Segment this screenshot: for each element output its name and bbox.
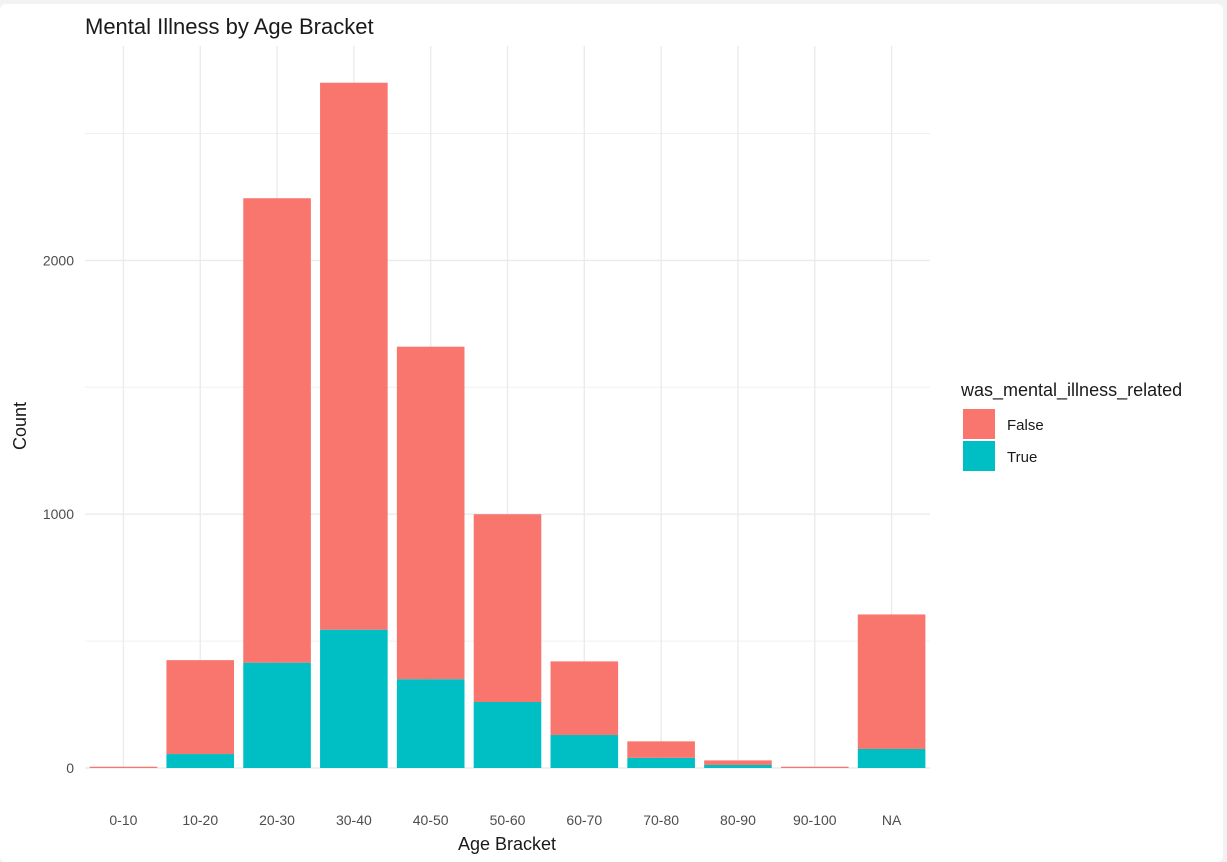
bar-false-40-50	[396, 346, 465, 680]
bar-false-0-10	[89, 766, 158, 768]
x-tick-label: 50-60	[490, 812, 526, 828]
bar-false-10-20	[166, 660, 235, 755]
x-tick-label: 40-50	[413, 812, 449, 828]
legend-title: was_mental_illness_related	[960, 380, 1182, 401]
x-axis-title: Age Bracket	[458, 834, 556, 854]
bar-true-40-50	[396, 679, 465, 768]
bar-true-70-80	[627, 757, 695, 768]
x-tick-label: 10-20	[182, 812, 218, 828]
bar-false-90-100	[780, 766, 849, 768]
bar-true-30-40	[320, 629, 388, 768]
y-tick-label: 0	[66, 760, 74, 776]
x-tick-label: 0-10	[109, 812, 137, 828]
x-tick-label: 70-80	[643, 812, 679, 828]
legend-swatch-false	[963, 409, 995, 439]
bar-false-20-30	[243, 198, 311, 663]
bar-true-NA	[857, 748, 926, 768]
bar-true-80-90	[704, 764, 772, 768]
chart-title: Mental Illness by Age Bracket	[85, 14, 374, 39]
bar-false-70-80	[627, 741, 695, 758]
x-axis-ticks: 0-10 10-20 20-30 30-40 40-50 50-60 60-70 70-80 8…	[109, 812, 902, 828]
x-tick-label: 30-40	[336, 812, 372, 828]
legend-swatch-true	[963, 441, 995, 471]
x-tick-label: 90-100	[793, 812, 837, 828]
bar-false-60-70	[550, 661, 619, 735]
bar-false-30-40	[320, 82, 388, 630]
bar-false-NA	[857, 614, 926, 749]
bar-false-50-60	[473, 514, 542, 703]
x-tick-label: 80-90	[720, 812, 756, 828]
y-tick-label: 1000	[43, 506, 74, 522]
bar-true-20-30	[243, 662, 311, 768]
legend: was_mental_illness_related False True	[960, 380, 1182, 471]
x-tick-label: NA	[882, 812, 902, 828]
legend-label-false: False	[1007, 417, 1044, 434]
legend-label-true: True	[1007, 449, 1037, 466]
x-tick-label: 60-70	[566, 812, 602, 828]
bar-false-80-90	[704, 760, 772, 765]
bar-true-60-70	[550, 735, 619, 768]
bar-true-10-20	[166, 754, 235, 768]
bars	[89, 82, 926, 768]
y-axis-ticks: 0 1000 2000	[43, 252, 74, 776]
x-tick-label: 20-30	[259, 812, 295, 828]
bar-true-50-60	[473, 702, 542, 768]
y-tick-label: 2000	[43, 252, 74, 268]
y-axis-title: Count	[10, 402, 30, 450]
